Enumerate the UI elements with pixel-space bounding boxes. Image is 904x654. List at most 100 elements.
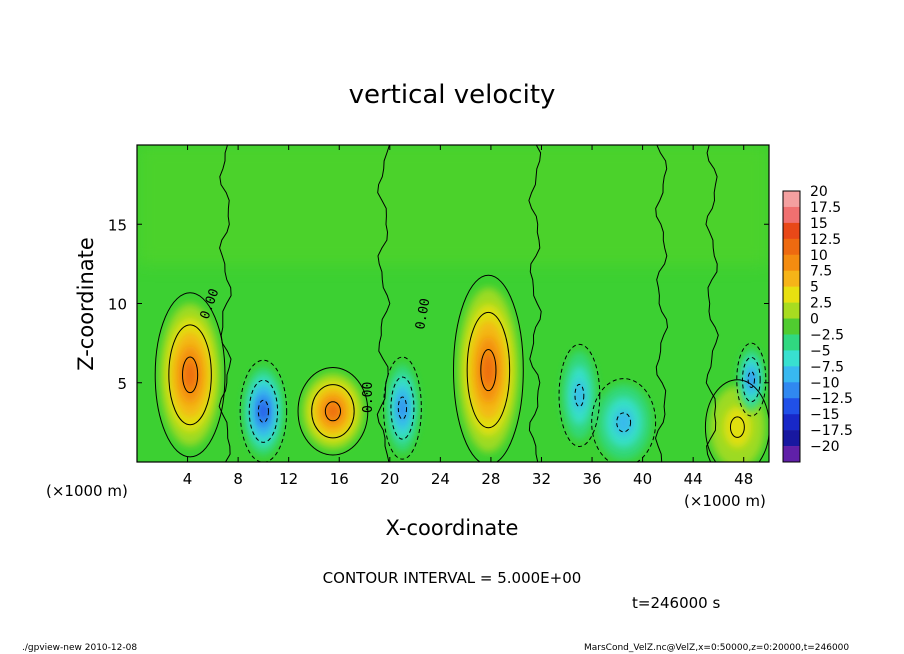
contour-line	[574, 383, 585, 408]
zero-contour	[218, 145, 232, 462]
colorbar-label: 0	[810, 312, 819, 328]
field-blob	[326, 403, 339, 419]
contour-line	[297, 367, 369, 456]
contour-line	[704, 379, 769, 462]
chart-title: vertical velocity	[349, 80, 556, 110]
x-tick-label: 24	[431, 470, 450, 488]
colorbar-swatch	[783, 302, 800, 319]
colorbar-swatch	[783, 430, 800, 447]
colorbar-swatch	[783, 238, 800, 256]
x-axis-title: X-coordinate	[386, 516, 519, 540]
contour-line	[741, 356, 761, 403]
colorbar-label: 7.5	[810, 264, 832, 280]
x-tick-label: 44	[684, 470, 703, 488]
field-blob	[398, 397, 407, 420]
colorbar-swatch	[783, 191, 800, 208]
contour-line	[453, 274, 524, 462]
x-tick-label: 20	[380, 470, 399, 488]
contour-line	[736, 342, 767, 417]
zero-contour	[528, 145, 542, 462]
contour-line	[154, 292, 226, 458]
contour-line	[311, 384, 355, 439]
y-tick-label: 10	[108, 296, 127, 314]
x-tick-label: 28	[481, 470, 500, 488]
colorbar-label: −7.5	[810, 359, 844, 375]
colorbar-label: 20	[810, 184, 828, 200]
upper-field	[137, 145, 769, 265]
colorbar-label: −20	[810, 439, 840, 455]
contour-line	[480, 348, 497, 392]
contour-label-3: 0.00	[361, 382, 376, 413]
x-tick-label: 40	[633, 470, 652, 488]
field-blob	[723, 406, 752, 448]
colorbar-label: −10	[810, 375, 840, 391]
contour-line	[591, 378, 657, 462]
contour-line	[182, 356, 199, 394]
colorbar-label: −12.5	[810, 391, 853, 407]
contour-line	[397, 396, 408, 420]
contour-line	[616, 412, 632, 433]
x-tick-label: 32	[532, 470, 551, 488]
zero-contour	[376, 145, 391, 462]
contour-line	[248, 379, 279, 443]
footer-left-info: ./gpview-new 2010-12-08	[22, 643, 137, 653]
contour-line	[257, 399, 269, 423]
colorbar-swatch	[783, 382, 800, 399]
y-axis-title: Z-coordinate	[74, 237, 98, 371]
contour-line	[729, 416, 745, 438]
plot-area	[137, 145, 769, 462]
zero-contour	[705, 145, 719, 462]
colorbar-label: 12.5	[810, 232, 841, 248]
footer-right-info: MarsCond_VelZ.nc@VelZ,x=0:50000,z=0:2000…	[584, 643, 849, 653]
x-tick-label: 36	[582, 470, 601, 488]
colorbar-label: −17.5	[810, 423, 853, 439]
contour-label-2: 0.00	[413, 297, 433, 330]
x-unit-left: (×1000 m)	[46, 482, 128, 500]
colorbar-swatch	[783, 446, 800, 463]
x-tick-label: 4	[183, 470, 193, 488]
colorbar-swatch	[783, 366, 800, 383]
colorbar-swatch	[783, 318, 800, 335]
contour-line	[390, 376, 415, 440]
time-label: t=246000 s	[632, 594, 720, 612]
colorbar-label: 17.5	[810, 200, 841, 216]
colorbar-swatch	[783, 254, 800, 272]
colorbar-label: −5	[810, 343, 831, 359]
colorbar-frame	[782, 190, 801, 463]
colorbar-label: 10	[810, 248, 828, 264]
x-unit-right: (×1000 m)	[684, 492, 766, 510]
contour-line	[747, 371, 755, 389]
field-blob	[482, 353, 495, 387]
contour-interval-note: CONTOUR INTERVAL = 5.000E+00	[323, 569, 582, 587]
contour-line	[558, 343, 601, 447]
colorbar-label: −15	[810, 407, 840, 423]
colorbar-swatch	[783, 398, 800, 415]
y-axis-ticks: 5 10 15	[108, 216, 769, 393]
colorbar-swatch	[783, 414, 800, 431]
colorbar-swatch	[783, 270, 800, 287]
field-blob	[259, 402, 268, 421]
x-tick-label: 16	[330, 470, 349, 488]
colorbar-swatch	[783, 206, 800, 224]
colorbar-label: 15	[810, 216, 828, 232]
contour-line	[168, 324, 212, 426]
x-tick-label: 48	[734, 470, 753, 488]
contour-line	[466, 311, 511, 429]
y-tick-label: 5	[117, 375, 127, 393]
zero-contour	[654, 145, 669, 462]
colorbar-label: 5	[810, 280, 819, 296]
colorbar-label: −2.5	[810, 327, 844, 343]
contour-line	[383, 356, 422, 460]
colorbar-swatch	[783, 350, 800, 367]
x-axis-ticks: 4 8 12 16 20 24 28 32 36 40 44 48	[183, 145, 753, 488]
contour-line	[239, 359, 288, 462]
contour-layer	[154, 145, 769, 462]
x-tick-label: 12	[279, 470, 298, 488]
colorbar-label: 2.5	[810, 296, 832, 312]
x-tick-label: 8	[233, 470, 243, 488]
colorbar-swatch	[783, 286, 800, 303]
colorbar: 2017.51512.5107.552.50−2.5−5−7.5−10−12.5…	[782, 184, 853, 463]
colorbar-swatch	[783, 334, 800, 351]
field-blob	[184, 360, 197, 390]
